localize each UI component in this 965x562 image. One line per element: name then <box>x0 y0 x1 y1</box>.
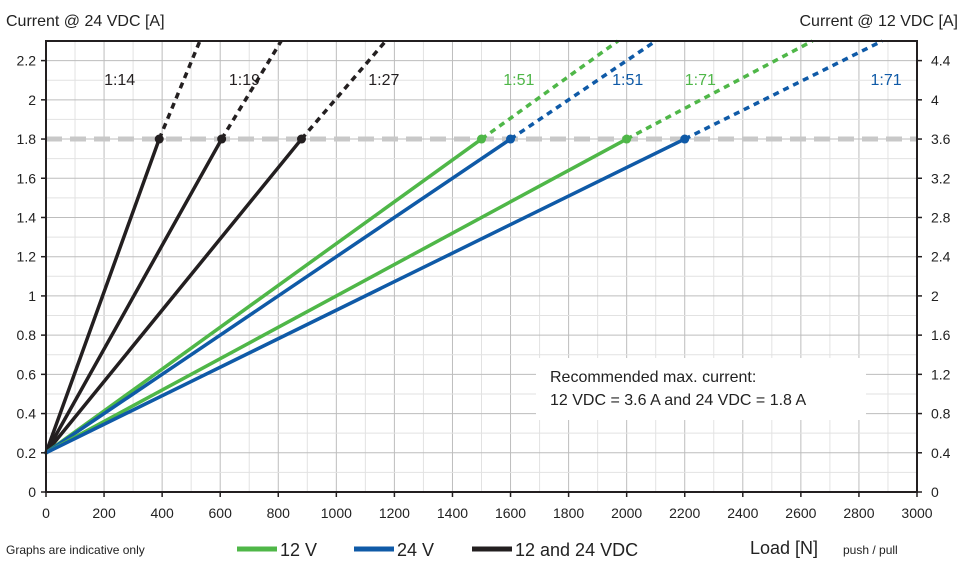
ratio-label: 1:14 <box>104 72 135 89</box>
series-solid-segment <box>44 137 629 455</box>
ratio-label: 1:27 <box>368 72 399 89</box>
y-right-tick-label: 2.4 <box>931 249 951 265</box>
x-tick-label: 1200 <box>379 505 410 521</box>
annotation-line-1: Recommended max. current: <box>550 369 756 386</box>
x-tick-label: 800 <box>267 505 291 521</box>
legend-label-12v: 12 V <box>280 540 317 560</box>
y-left-tick-label: 0.6 <box>17 366 37 382</box>
y-left-tick-label: 1.4 <box>17 209 37 225</box>
series-1-19-12-and-24-vdc <box>44 40 283 455</box>
series-1-71-12-v <box>44 39 814 455</box>
x-tick-label: 400 <box>150 505 174 521</box>
annotation-box: Recommended max. current: 12 VDC = 3.6 A… <box>536 358 866 420</box>
x-tick-label: 1000 <box>321 505 352 521</box>
y-left-tick-label: 1.6 <box>17 170 37 186</box>
y-right-tick-label: 3.6 <box>931 131 951 147</box>
series-1-14-12-and-24-vdc <box>44 40 202 455</box>
ratio-label: 1:51 <box>612 72 643 89</box>
x-tick-label: 600 <box>209 505 233 521</box>
series-solid-segment <box>44 137 224 455</box>
x-tick-label: 1800 <box>553 505 584 521</box>
series-dashed-segment <box>683 39 883 141</box>
y-left-tick-label: 2 <box>28 92 36 108</box>
y-left-tick-label: 0 <box>28 484 36 500</box>
series-lines <box>44 39 883 455</box>
series-solid-segment <box>44 137 687 455</box>
series-1-51-12-v <box>44 39 619 455</box>
series-1-27-12-and-24-vdc <box>44 39 388 455</box>
y-right-tick-label: 0.4 <box>931 445 951 461</box>
legend-label-24v: 24 V <box>397 540 434 560</box>
x-tick-label: 2400 <box>727 505 758 521</box>
ratio-label: 1:19 <box>229 72 260 89</box>
x-tick-label: 3000 <box>901 505 932 521</box>
x-axis-title-suffix: push / pull <box>843 543 898 557</box>
y-left-tick-label: 1.8 <box>17 131 37 147</box>
series-max-marker <box>477 134 486 144</box>
x-tick-label: 2200 <box>669 505 700 521</box>
x-axis-title: Load [N] <box>750 538 818 558</box>
series-1-71-24-v <box>44 39 883 455</box>
y-right-tick-label: 0.8 <box>931 406 951 422</box>
series-max-marker <box>154 134 164 144</box>
y-right-tick-label: 2.8 <box>931 209 951 225</box>
y-left-tick-label: 0.8 <box>17 327 37 343</box>
series-dashed-segment <box>220 40 283 140</box>
series-max-marker <box>506 134 516 144</box>
y-right-tick-label: 3.2 <box>931 170 951 186</box>
y-left-tick-label: 1 <box>28 288 36 304</box>
right-axis-title: Current @ 12 VDC [A] <box>799 13 958 30</box>
ratio-label: 1:71 <box>685 72 716 89</box>
y-left-tick-label: 0.4 <box>17 406 37 422</box>
y-right-tick-label: 4 <box>931 92 939 108</box>
legend: 12 V 24 V 12 and 24 VDC <box>237 540 638 560</box>
x-tick-label: 2600 <box>785 505 816 521</box>
legend-label-12-24vdc: 12 and 24 VDC <box>515 540 638 560</box>
series-dashed-segment <box>625 39 814 141</box>
series-max-marker <box>680 134 690 144</box>
ratio-labels: 1:14 1:19 1:27 1:51 1:51 1:71 1:71 <box>104 72 902 89</box>
axis-ticks: 0 200 400 600 800 1000 1200 1400 1600 1800 2000 220… <box>17 53 951 521</box>
series-dashed-segment <box>509 39 657 141</box>
x-tick-label: 2800 <box>843 505 874 521</box>
plot-frame <box>45 40 918 493</box>
series-max-marker <box>622 134 632 144</box>
grid <box>46 41 917 492</box>
ratio-label: 1:51 <box>503 72 534 89</box>
annotation-line-2: 12 VDC = 3.6 A and 24 VDC = 1.8 A <box>550 392 807 409</box>
x-tick-label: 1400 <box>437 505 468 521</box>
series-solid-segment <box>44 137 484 455</box>
series-1-51-24-v <box>44 39 657 455</box>
y-right-tick-label: 0 <box>931 484 939 500</box>
series-solid-segment <box>44 137 513 455</box>
y-right-tick-label: 1.2 <box>931 366 951 382</box>
left-axis-title: Current @ 24 VDC [A] <box>6 13 165 30</box>
series-max-marker <box>296 134 306 144</box>
series-max-marker <box>217 134 227 144</box>
series-dashed-segment <box>300 39 388 141</box>
y-left-tick-label: 1.2 <box>17 249 37 265</box>
ratio-label: 1:71 <box>871 72 902 89</box>
x-tick-label: 0 <box>42 505 50 521</box>
x-tick-label: 2000 <box>611 505 642 521</box>
y-left-tick-label: 0.2 <box>17 445 37 461</box>
series-solid-segment <box>44 137 304 455</box>
series-dashed-segment <box>157 40 202 140</box>
y-right-tick-label: 4.4 <box>931 53 951 69</box>
y-left-tick-label: 2.2 <box>17 53 37 69</box>
series-solid-segment <box>44 137 161 455</box>
x-tick-label: 200 <box>92 505 116 521</box>
footnote: Graphs are indicative only <box>6 543 145 557</box>
y-right-tick-label: 2 <box>931 288 939 304</box>
x-tick-label: 1600 <box>495 505 526 521</box>
y-right-tick-label: 1.6 <box>931 327 951 343</box>
